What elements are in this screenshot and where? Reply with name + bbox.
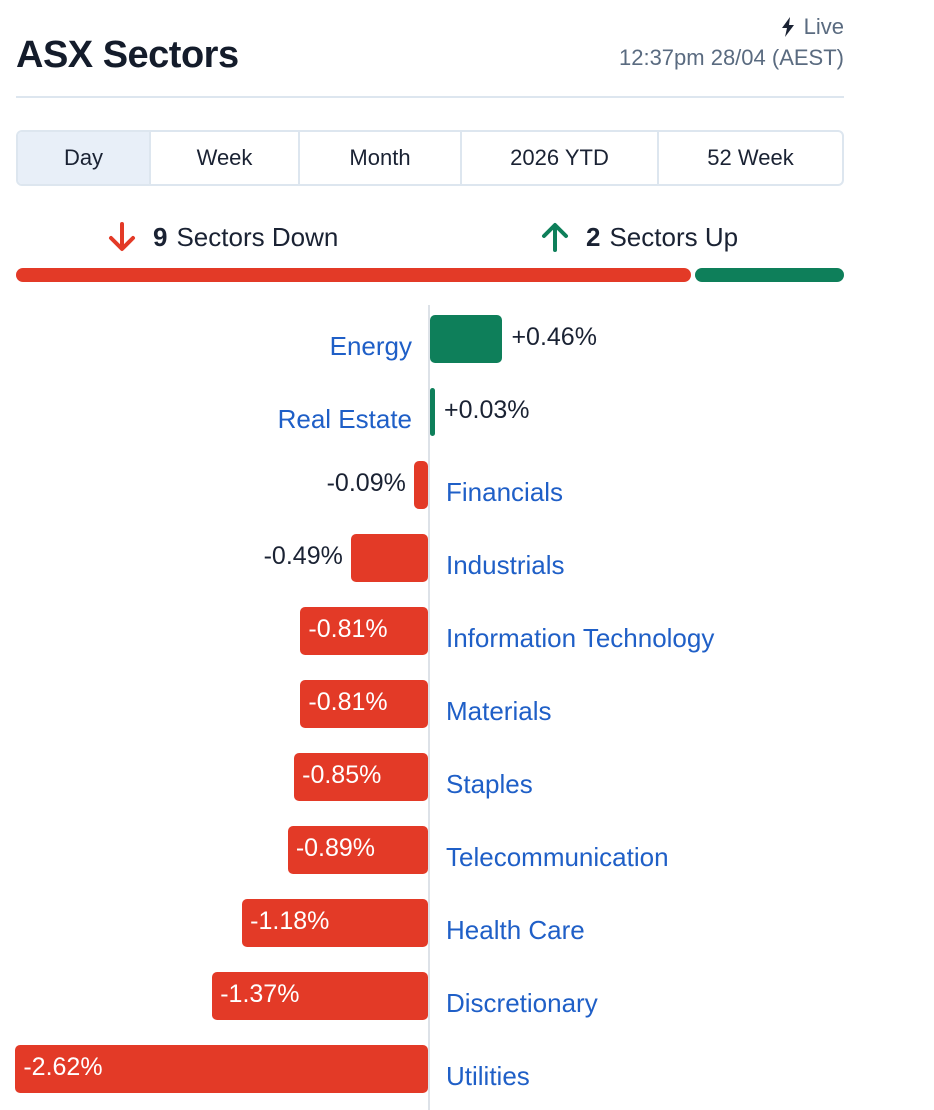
header: ASX Sectors Live 12:37pm 28/04 (AEST) [16, 0, 844, 98]
ratio-down-segment [16, 268, 691, 282]
period-tabs: Day Week Month 2026 YTD 52 Week [16, 130, 844, 186]
sector-link-discretionary[interactable]: Discretionary [446, 988, 598, 1018]
sectors-down-count: 9 [153, 221, 168, 252]
bar-health-care [242, 899, 428, 947]
bar-discretionary [212, 972, 428, 1020]
value-label-industrials: -0.49% [263, 542, 343, 570]
tab-2026-ytd[interactable]: 2026 YTD [462, 132, 659, 184]
page-title: ASX Sectors [16, 34, 239, 76]
bar-financials [413, 461, 428, 509]
bar-real-estate [430, 388, 435, 436]
lightning-icon [781, 17, 794, 37]
sector-link-industrials[interactable]: Industrials [446, 550, 565, 580]
value-label-information-technology: -0.81% [308, 615, 388, 643]
bar-materials [300, 680, 428, 728]
sectors-down-label: Sectors Down [176, 221, 339, 252]
value-label-utilities: -2.62% [23, 1053, 103, 1081]
sector-link-financials[interactable]: Financials [446, 477, 564, 507]
sector-summary: 9 Sectors Down 2 Sectors Up [0, 212, 934, 262]
value-label-energy: +0.46% [511, 323, 597, 351]
sector-link-health-care[interactable]: Health Care [446, 915, 585, 945]
bar-industrials [350, 534, 428, 582]
sector-link-real-estate[interactable]: Real Estate [277, 404, 412, 434]
arrow-down-icon [109, 222, 135, 251]
sector-link-staples[interactable]: Staples [446, 769, 533, 799]
value-label-real-estate: +0.03% [444, 396, 530, 424]
ratio-up-segment [695, 268, 844, 282]
bar-telecommunication [287, 826, 428, 874]
value-label-financials: -0.09% [326, 469, 406, 497]
sector-link-energy[interactable]: Energy [329, 331, 412, 361]
zero-axis [428, 305, 430, 1110]
sectors-down-summary: 9 Sectors Down [105, 220, 338, 254]
tab-week[interactable]: Week [151, 132, 300, 184]
sector-link-materials[interactable]: Materials [446, 696, 552, 726]
bar-information-technology [300, 607, 428, 655]
timestamp: 12:37pm 28/04 (AEST) [618, 45, 844, 70]
live-label: Live [803, 14, 844, 39]
sector-link-telecommunication[interactable]: Telecommunication [446, 842, 669, 872]
sector-bar-chart: +0.46% Energy +0.03% Real Estate -0.09% Finan… [0, 300, 934, 1110]
up-down-ratio-bar [16, 268, 844, 282]
bar-energy [430, 315, 503, 363]
live-indicator: Live [780, 14, 844, 40]
value-label-materials: -0.81% [308, 688, 388, 716]
value-label-discretionary: -1.37% [220, 980, 300, 1008]
value-label-health-care: -1.18% [250, 907, 330, 935]
tab-day[interactable]: Day [18, 132, 151, 184]
bar-utilities [15, 1045, 428, 1093]
arrow-up-icon [542, 223, 568, 252]
sector-link-information-technology[interactable]: Information Technology [446, 623, 715, 653]
sectors-up-count: 2 [586, 221, 601, 252]
tab-month[interactable]: Month [300, 132, 462, 184]
value-label-staples: -0.85% [302, 761, 382, 789]
sector-link-utilities[interactable]: Utilities [446, 1061, 530, 1091]
bar-staples [294, 753, 428, 801]
tab-52-week[interactable]: 52 Week [707, 145, 794, 170]
value-label-telecommunication: -0.89% [295, 834, 376, 862]
sectors-up-summary: 2 Sectors Up [538, 220, 738, 254]
sectors-up-label: Sectors Up [609, 221, 739, 252]
